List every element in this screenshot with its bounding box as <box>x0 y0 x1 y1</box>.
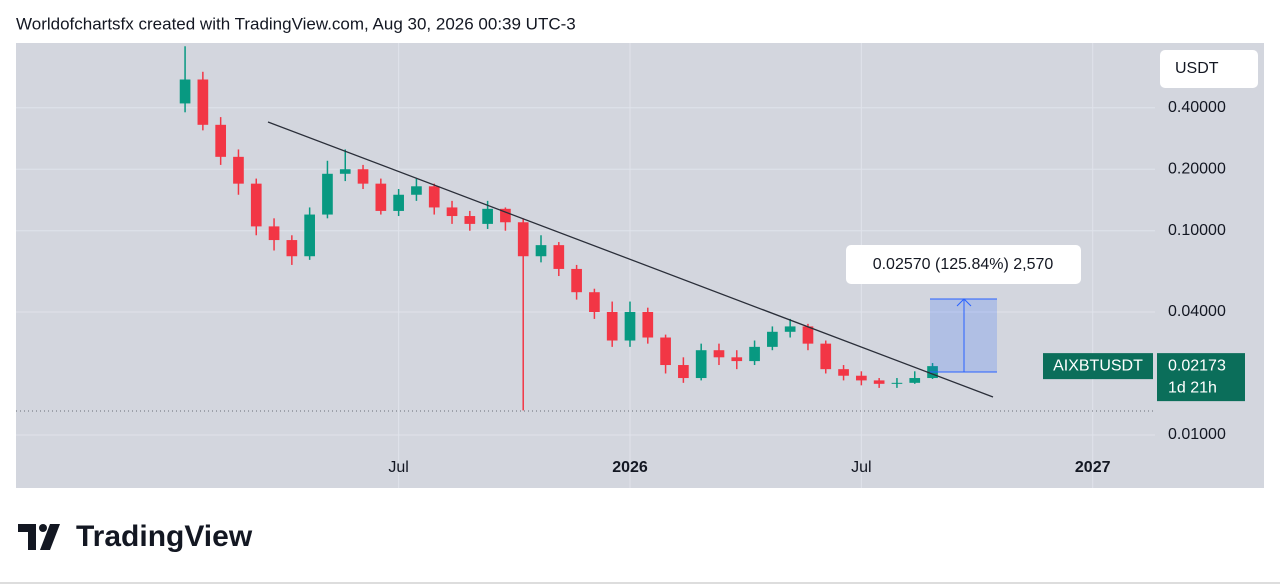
candle-body <box>838 369 849 376</box>
candle-body <box>909 378 921 383</box>
candle-body <box>731 357 743 362</box>
candle-body <box>446 207 458 217</box>
header-title: Worldofchartsfx created with TradingView… <box>16 14 576 33</box>
x-tick-label: 2026 <box>612 459 648 476</box>
candle-body <box>749 346 760 362</box>
candle-body <box>535 245 547 257</box>
candle-body <box>339 169 351 174</box>
x-tick-label: Jul <box>388 459 408 476</box>
candle-body <box>286 240 298 257</box>
candle-body <box>197 79 209 125</box>
candle-body <box>322 173 333 215</box>
plot <box>179 46 938 411</box>
candle-body <box>268 226 280 241</box>
logo-v <box>40 524 60 550</box>
currency-box <box>1160 50 1258 88</box>
brand-logo <box>18 524 60 550</box>
y-tick-label: 0.10000 <box>1168 222 1226 239</box>
symbol-box <box>1043 353 1153 380</box>
countdown: 1d 21h <box>1168 379 1217 396</box>
measure-label: 0.02570 (125.84%) 2,570 <box>873 256 1054 273</box>
x-tick-label: Jul <box>851 459 871 476</box>
y-tick-label: 0.20000 <box>1168 160 1226 177</box>
candle-body <box>250 183 262 227</box>
measure-arrow-head <box>956 298 972 307</box>
candle-body <box>393 194 404 211</box>
brand: TradingView <box>76 520 253 553</box>
candle-body <box>891 382 903 384</box>
candle-body <box>589 292 600 312</box>
candle-body <box>767 331 778 347</box>
candle-body <box>553 245 565 269</box>
candle-body <box>428 186 440 208</box>
measure-label-box <box>846 245 1081 284</box>
candle-body <box>624 311 636 341</box>
logo-t <box>18 524 36 550</box>
candle-body <box>233 156 244 184</box>
candle-body <box>357 169 369 184</box>
candle-body <box>375 183 387 211</box>
x-tick-label: 2027 <box>1075 459 1111 476</box>
candle-body <box>571 268 582 293</box>
candle-body <box>802 326 814 344</box>
candle-body <box>678 365 689 379</box>
candle-body <box>411 186 422 195</box>
candle-body <box>500 208 511 223</box>
price-box <box>1157 353 1245 402</box>
candle-body <box>873 380 885 384</box>
y-tick-label: 0.40000 <box>1168 99 1226 116</box>
last-price: 0.02173 <box>1168 357 1226 374</box>
candle-body <box>784 326 796 332</box>
candle-body <box>215 124 227 157</box>
candle-body <box>660 337 671 366</box>
candle-body <box>482 208 493 224</box>
trend-line <box>267 121 994 398</box>
y-tick-label: 0.01000 <box>1168 426 1226 443</box>
candle-body <box>464 216 476 224</box>
y-tick-label: 0.04000 <box>1168 303 1226 320</box>
candle-body <box>606 311 618 341</box>
logo-dot <box>39 524 47 532</box>
candle-body <box>517 222 529 257</box>
candle-body <box>856 375 867 381</box>
currency: USDT <box>1175 60 1219 77</box>
candle-body <box>304 214 315 257</box>
candle-body <box>695 350 707 379</box>
candle-body <box>820 343 832 370</box>
symbol: AIXBTUSDT <box>1053 357 1143 374</box>
candle-body <box>642 311 654 338</box>
price-tag: AIXBTUSDT 0.02173 1d 21h <box>1043 353 1245 402</box>
candle-body <box>179 79 191 104</box>
candle-body <box>713 350 725 358</box>
